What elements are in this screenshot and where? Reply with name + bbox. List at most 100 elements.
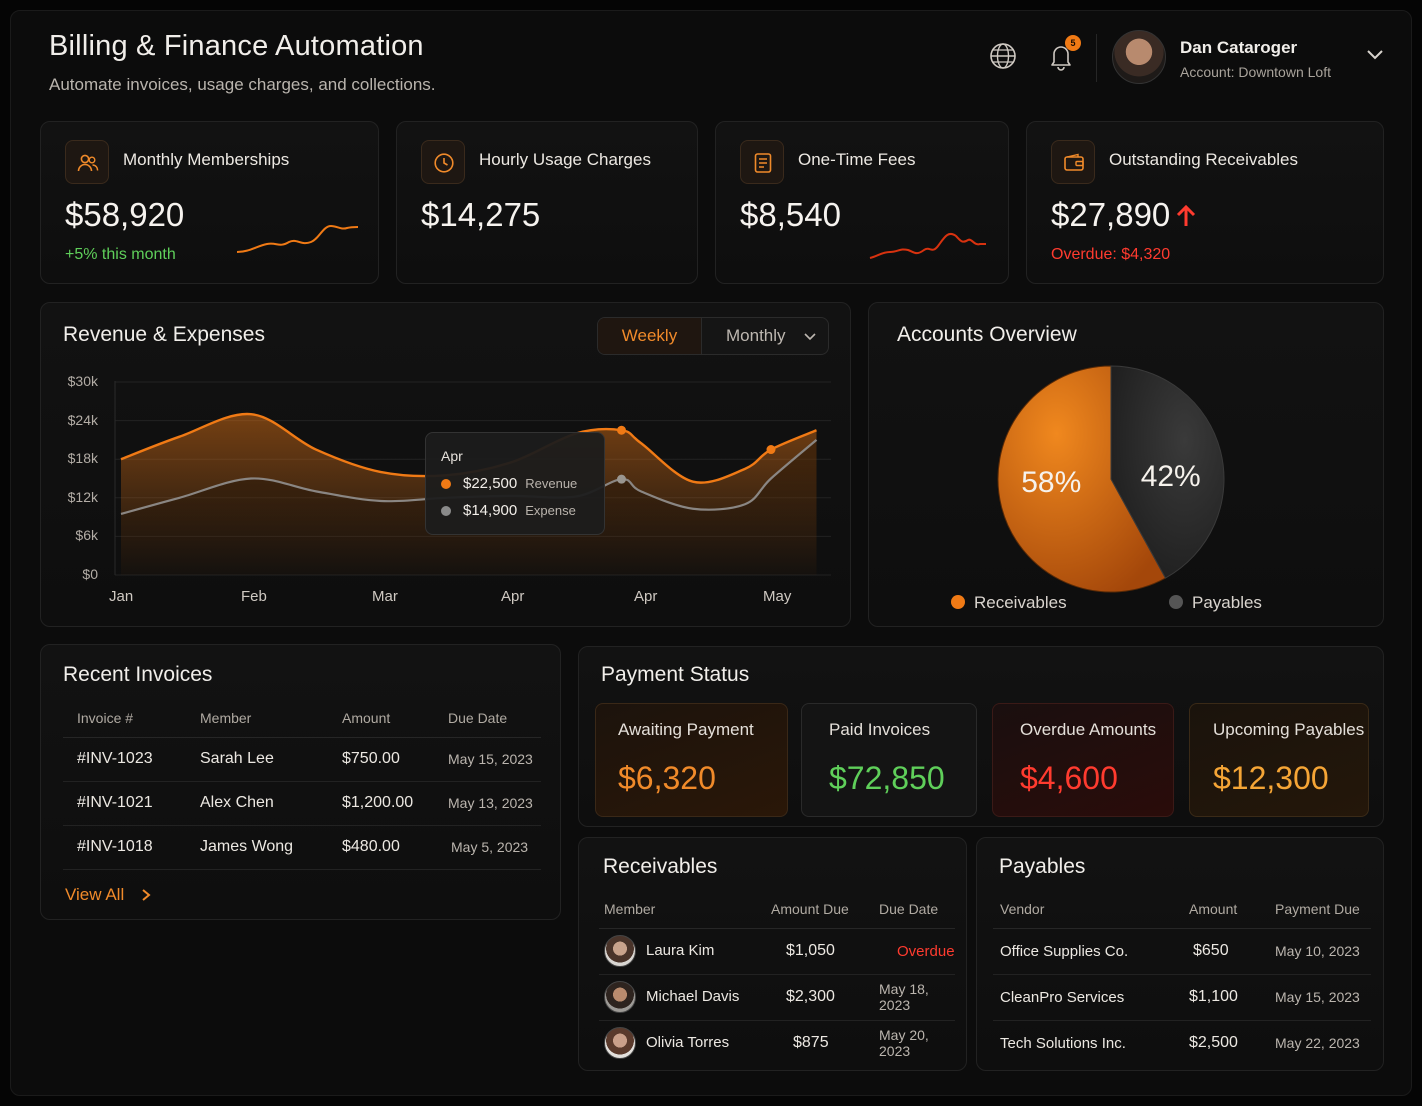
chevron-down-icon — [804, 333, 816, 341]
tooltip-revenue: $22,500 Revenue — [441, 475, 577, 492]
kpi-value: $8,540 — [740, 196, 841, 233]
sparkline — [869, 232, 986, 259]
payable-due-date: May 15, 2023 — [1275, 974, 1371, 1021]
status-label: Overdue Amounts — [1020, 720, 1157, 739]
revenue-point[interactable] — [617, 425, 626, 435]
receipt-icon — [740, 140, 784, 184]
kpi-value: $27,890 — [1051, 196, 1171, 233]
panel-title: Recent Invoices — [63, 663, 213, 686]
chart-tooltip: Apr $22,500 Revenue $14,900 Expense — [425, 432, 605, 535]
column-header: Amount — [342, 699, 448, 738]
chevron-right-icon — [142, 889, 151, 901]
globe-icon[interactable] — [988, 41, 1018, 71]
table-row[interactable]: Olivia Torres $875 May 20, 2023 — [599, 1020, 955, 1066]
user-avatar[interactable] — [1112, 30, 1166, 84]
table-row[interactable]: #INV-1018 James Wong $480.00 May 5, 2023 — [63, 825, 541, 870]
invoice-amount: $480.00 — [342, 825, 448, 870]
legend-receivables: Receivables — [951, 593, 1067, 613]
receivable-member: Michael Davis — [599, 974, 771, 1021]
status-value: $72,850 — [829, 760, 945, 796]
pie-slice-label: 42% — [1141, 460, 1201, 493]
receivable-amount: $1,050 — [771, 928, 879, 975]
payable-amount: $1,100 — [1189, 974, 1275, 1021]
column-header: Member — [599, 890, 771, 929]
status-label: Awaiting Payment — [618, 720, 754, 739]
table-row[interactable]: Laura Kim $1,050 Overdue — [599, 928, 955, 975]
tooltip-revenue-label: Revenue — [525, 476, 578, 491]
receivables-table: Member Amount Due Due Date Laura Kim $1,… — [599, 890, 955, 1066]
kpi-card-one-time-fees[interactable]: One-Time Fees $8,540 — [715, 121, 1009, 284]
kpi-value: $58,920 — [65, 196, 185, 233]
invoice-id: #INV-1021 — [63, 781, 200, 826]
pie-slice-payables[interactable] — [1110, 365, 1225, 579]
user-name: Dan Cataroger — [1180, 38, 1298, 57]
member-name: Michael Davis — [646, 987, 740, 1005]
period-toggle: Weekly Monthly — [597, 317, 829, 355]
column-header: Vendor — [993, 890, 1189, 929]
pie-slice-receivables[interactable] — [997, 365, 1167, 593]
toggle-weekly[interactable]: Weekly — [598, 318, 702, 354]
y-tick-label: $24k — [67, 411, 98, 428]
kpi-label: Monthly Memberships — [123, 150, 290, 169]
x-tick-label: Jan — [109, 588, 134, 605]
status-card-paid[interactable]: Paid Invoices $72,850 — [801, 703, 977, 817]
table-row[interactable]: Michael Davis $2,300 May 18, 2023 — [599, 974, 955, 1021]
payable-due-date: May 22, 2023 — [1275, 1035, 1360, 1052]
receivables-panel: Receivables Member Amount Due Due Date L… — [578, 837, 967, 1071]
column-header: Member — [200, 699, 342, 738]
kpi-card-hourly-usage[interactable]: Hourly Usage Charges $14,275 — [396, 121, 698, 284]
kpi-label: One-Time Fees — [798, 150, 916, 169]
payable-amount: $2,500 — [1189, 1034, 1238, 1052]
chevron-down-icon[interactable] — [1366, 47, 1384, 61]
invoice-due-date: May 13, 2023 — [448, 781, 541, 826]
table-row[interactable]: CleanPro Services $1,100 May 15, 2023 — [993, 974, 1371, 1021]
tooltip-expense-label: Expense — [525, 503, 576, 518]
notification-badge: 5 — [1065, 35, 1081, 51]
receivable-amount: $2,300 — [771, 974, 879, 1021]
legend-label: Payables — [1192, 593, 1262, 612]
table-row[interactable]: Tech Solutions Inc. $2,500 May 22, 2023 — [993, 1020, 1371, 1066]
invoice-member: Sarah Lee — [200, 737, 342, 782]
panel-title: Payables — [999, 855, 1086, 878]
status-card-awaiting[interactable]: Awaiting Payment $6,320 — [595, 703, 788, 817]
column-header: Invoice # — [63, 699, 200, 738]
kpi-card-outstanding-receivables[interactable]: Outstanding Receivables $27,890 Overdue:… — [1026, 121, 1384, 284]
table-row[interactable]: #INV-1023 Sarah Lee $750.00 May 15, 2023 — [63, 737, 541, 782]
status-label: Paid Invoices — [829, 720, 931, 739]
tooltip-month: Apr — [441, 448, 463, 464]
receivable-member: Laura Kim — [599, 928, 771, 975]
revenue-dot-icon — [441, 479, 451, 490]
x-tick-label: May — [763, 588, 792, 605]
panel-title: Accounts Overview — [897, 323, 1077, 346]
column-header: Due Date — [879, 890, 955, 929]
invoice-member: James Wong — [200, 825, 342, 870]
kpi-overdue: Overdue: $4,320 — [1051, 246, 1171, 263]
wallet-icon — [1051, 140, 1095, 184]
bell-icon[interactable] — [1046, 41, 1076, 71]
revenue-point[interactable] — [766, 445, 776, 455]
column-header: Amount Due — [771, 890, 879, 929]
view-all-link[interactable]: View All — [65, 885, 151, 905]
status-card-upcoming[interactable]: Upcoming Payables $12,300 — [1189, 703, 1369, 817]
expense-dot-icon — [441, 506, 451, 517]
y-tick-label: $0 — [82, 566, 98, 582]
table-row[interactable]: Office Supplies Co. $650 May 10, 2023 — [993, 928, 1371, 975]
payable-vendor: Office Supplies Co. — [993, 928, 1189, 975]
page-title: Billing & Finance Automation — [49, 30, 424, 62]
payable-amount: $650 — [1189, 928, 1275, 975]
kpi-card-memberships[interactable]: Monthly Memberships $58,920 +5% this mon… — [40, 121, 379, 284]
account-name: Account: Downtown Loft — [1180, 64, 1331, 80]
expense-point[interactable] — [617, 474, 626, 484]
x-tick-label: Apr — [634, 588, 658, 605]
table-row[interactable]: #INV-1021 Alex Chen $1,200.00 May 13, 20… — [63, 781, 541, 826]
tooltip-expense: $14,900 Expense — [441, 502, 576, 519]
status-card-overdue[interactable]: Overdue Amounts $4,600 — [992, 703, 1174, 817]
payment-status-panel: Payment Status Awaiting Payment $6,320 P… — [578, 646, 1384, 827]
kpi-trend: +5% this month — [65, 246, 176, 263]
toggle-monthly[interactable]: Monthly — [702, 318, 828, 354]
accounts-overview-panel: Accounts Overview 58% 42% Receivables Pay… — [868, 302, 1384, 627]
arrow-up-icon — [1176, 204, 1196, 226]
member-name: Olivia Torres — [646, 1034, 730, 1052]
header-divider — [1096, 34, 1097, 82]
y-tick-label: $30k — [67, 373, 98, 389]
